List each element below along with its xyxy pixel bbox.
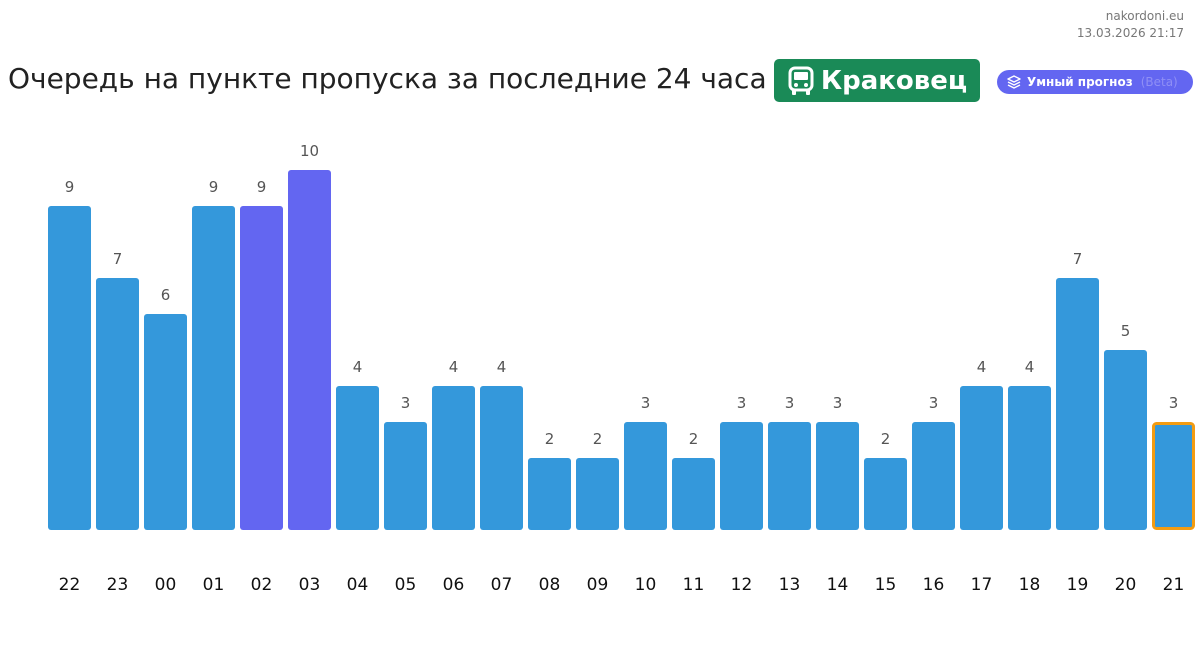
x-tick-18: 18 (1019, 575, 1041, 595)
x-tick-07: 07 (491, 575, 513, 595)
x-tick-09: 09 (587, 575, 609, 595)
site-info: nakordoni.eu 13.03.2026 21:17 (1077, 8, 1184, 42)
x-tick-10: 10 (635, 575, 657, 595)
x-tick-04: 04 (347, 575, 369, 595)
bar-06 (432, 386, 475, 530)
data-label-12: 3 (737, 394, 747, 412)
data-label-07: 4 (497, 358, 507, 376)
data-label-09: 2 (593, 430, 603, 448)
bus-icon (788, 66, 814, 95)
bar-01 (192, 206, 235, 530)
data-label-06: 4 (449, 358, 459, 376)
data-label-01: 9 (209, 178, 219, 196)
data-label-14: 3 (833, 394, 843, 412)
x-tick-21: 21 (1163, 575, 1185, 595)
bar-14 (816, 422, 859, 530)
site-name: nakordoni.eu (1105, 9, 1184, 23)
bar-11 (672, 458, 715, 530)
bar-15 (864, 458, 907, 530)
data-label-10: 3 (641, 394, 651, 412)
bar-19 (1056, 278, 1099, 530)
data-label-19: 7 (1073, 250, 1083, 268)
bar-08 (528, 458, 571, 530)
x-tick-02: 02 (251, 575, 273, 595)
bar-05 (384, 422, 427, 530)
data-label-00: 6 (161, 286, 171, 304)
data-label-08: 2 (545, 430, 555, 448)
x-tick-14: 14 (827, 575, 849, 595)
x-tick-13: 13 (779, 575, 801, 595)
x-tick-17: 17 (971, 575, 993, 595)
data-label-23: 7 (113, 250, 123, 268)
x-tick-01: 01 (203, 575, 225, 595)
bar-13 (768, 422, 811, 530)
bar-20 (1104, 350, 1147, 530)
bar-04 (336, 386, 379, 530)
bar-16 (912, 422, 955, 530)
timestamp: 13.03.2026 21:17 (1076, 26, 1184, 40)
checkpoint-badge[interactable]: Краковец (774, 59, 980, 102)
smart-forecast-label: Умный прогноз (1027, 75, 1133, 89)
bar-18 (1008, 386, 1051, 530)
data-label-13: 3 (785, 394, 795, 412)
x-tick-03: 03 (299, 575, 321, 595)
data-label-20: 5 (1121, 322, 1131, 340)
data-label-05: 3 (401, 394, 411, 412)
layers-icon (1007, 75, 1021, 89)
data-label-16: 3 (929, 394, 939, 412)
data-label-18: 4 (1025, 358, 1035, 376)
x-tick-12: 12 (731, 575, 753, 595)
x-tick-16: 16 (923, 575, 945, 595)
x-tick-22: 22 (59, 575, 81, 595)
x-tick-23: 23 (107, 575, 129, 595)
data-label-04: 4 (353, 358, 363, 376)
data-label-11: 2 (689, 430, 699, 448)
data-label-03: 10 (300, 142, 319, 160)
x-tick-20: 20 (1115, 575, 1137, 595)
bar-12 (720, 422, 763, 530)
x-tick-00: 00 (155, 575, 177, 595)
bar-10 (624, 422, 667, 530)
bar-21 (1152, 422, 1195, 530)
smart-forecast-beta: (Beta) (1140, 75, 1178, 89)
data-label-15: 2 (881, 430, 891, 448)
page-title: Очередь на пункте пропуска за последние … (8, 62, 767, 95)
bar-00 (144, 314, 187, 530)
bar-07 (480, 386, 523, 530)
data-label-02: 9 (257, 178, 267, 196)
bar-22 (48, 206, 91, 530)
data-label-21: 3 (1169, 394, 1179, 412)
x-tick-05: 05 (395, 575, 417, 595)
x-tick-19: 19 (1067, 575, 1089, 595)
bar-03 (288, 170, 331, 530)
bar-09 (576, 458, 619, 530)
data-label-17: 4 (977, 358, 987, 376)
x-tick-08: 08 (539, 575, 561, 595)
bar-02 (240, 206, 283, 530)
x-tick-11: 11 (683, 575, 705, 595)
bar-17 (960, 386, 1003, 530)
x-tick-15: 15 (875, 575, 897, 595)
smart-forecast-button[interactable]: Умный прогноз (Beta) (997, 70, 1193, 94)
bar-23 (96, 278, 139, 530)
x-tick-06: 06 (443, 575, 465, 595)
data-label-22: 9 (65, 178, 75, 196)
checkpoint-name: Краковец (820, 65, 968, 96)
